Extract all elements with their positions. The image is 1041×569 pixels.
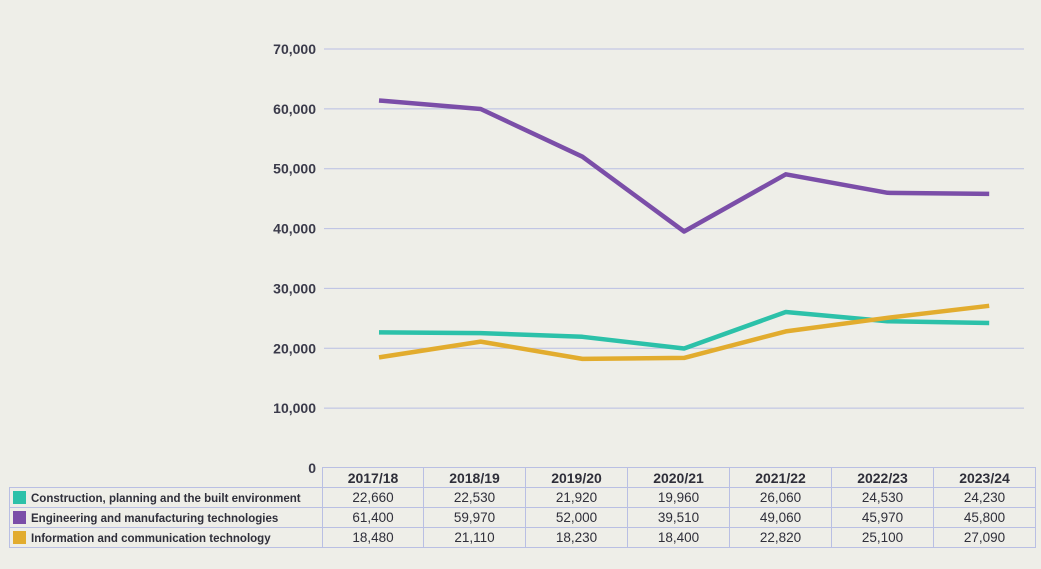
table-cell: 19,960 — [627, 487, 730, 508]
y-axis-tick-labels: 010,00020,00030,00040,00050,00060,00070,… — [273, 41, 316, 476]
year-header: 2017/18 — [322, 467, 424, 488]
table-cell: 24,530 — [831, 487, 934, 508]
year-header: 2023/24 — [933, 467, 1036, 488]
y-tick-label: 10,000 — [273, 400, 316, 416]
table-cell: 26,060 — [729, 487, 832, 508]
table-cell: 18,400 — [627, 527, 730, 548]
y-tick-label: 30,000 — [273, 280, 316, 296]
table-cell: 45,970 — [831, 507, 934, 528]
series-line-construction — [378, 309, 990, 351]
table-header-row: 2017/18 2018/19 2019/20 2020/21 2021/22 … — [9, 467, 1036, 488]
year-header: 2022/23 — [831, 467, 934, 488]
year-header: 2018/19 — [423, 467, 526, 488]
year-header: 2019/20 — [525, 467, 628, 488]
table-cell: 25,100 — [831, 527, 934, 548]
legend-label: Construction, planning and the built env… — [31, 492, 301, 505]
table-cell: 21,110 — [423, 527, 526, 548]
y-tick-label: 60,000 — [273, 101, 316, 117]
legend-swatch-engineering — [13, 510, 26, 524]
table-row-construction: Construction, planning and the built env… — [9, 487, 1036, 508]
legend-entry-ict: Information and communication technology — [9, 527, 323, 548]
legend-entry-construction: Construction, planning and the built env… — [9, 487, 323, 508]
table-row-ict: Information and communication technology… — [9, 527, 1036, 548]
table-cell: 22,530 — [423, 487, 526, 508]
table-row-engineering: Engineering and manufacturing technologi… — [9, 507, 1036, 528]
table-cell: 24,230 — [933, 487, 1036, 508]
table-cell: 49,060 — [729, 507, 832, 528]
series-line-ict — [378, 303, 990, 362]
y-tick-label: 20,000 — [273, 340, 316, 356]
series-lines — [378, 98, 990, 362]
table-cell: 22,660 — [322, 487, 424, 508]
table-corner-cell — [9, 467, 323, 488]
table-cell: 52,000 — [525, 507, 628, 528]
legend-swatch-ict — [13, 530, 26, 544]
y-tick-label: 50,000 — [273, 161, 316, 177]
table-cell: 27,090 — [933, 527, 1036, 548]
year-header: 2020/21 — [627, 467, 730, 488]
table-cell: 61,400 — [322, 507, 424, 528]
legend-label: Engineering and manufacturing technologi… — [31, 512, 279, 525]
table-cell: 22,820 — [729, 527, 832, 548]
table-cell: 39,510 — [627, 507, 730, 528]
table-cell: 18,230 — [525, 527, 628, 548]
table-cell: 21,920 — [525, 487, 628, 508]
y-tick-label: 40,000 — [273, 221, 316, 237]
legend-swatch-construction — [13, 490, 26, 504]
data-table: 2017/18 2018/19 2019/20 2020/21 2021/22 … — [9, 467, 1036, 548]
series-line-engineering — [378, 98, 990, 234]
legend-label: Information and communication technology — [31, 532, 271, 545]
table-cell: 18,480 — [322, 527, 424, 548]
y-tick-label: 70,000 — [273, 41, 316, 57]
legend-entry-engineering: Engineering and manufacturing technologi… — [9, 507, 323, 528]
table-cell: 45,800 — [933, 507, 1036, 528]
year-header: 2021/22 — [729, 467, 832, 488]
table-cell: 59,970 — [423, 507, 526, 528]
